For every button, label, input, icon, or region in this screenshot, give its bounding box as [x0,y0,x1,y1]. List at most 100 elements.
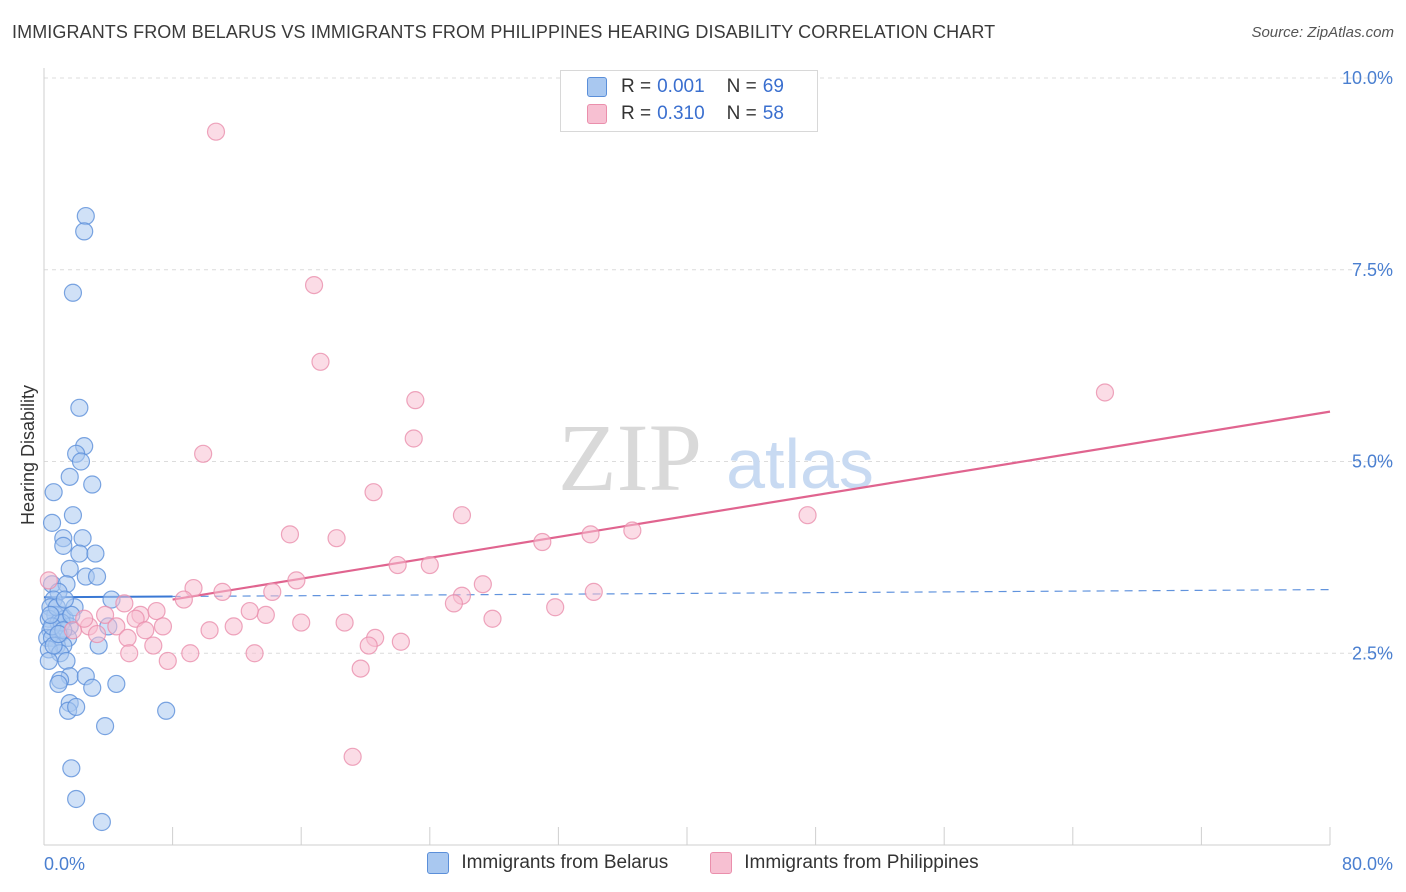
belarus-point [95,717,115,736]
philippines-point [200,621,219,640]
belarus-point [60,467,79,486]
belarus-point [71,452,91,471]
belarus-point [157,701,176,720]
philippines-point [420,555,439,575]
series-legend-philippines[interactable]: Immigrants from Philippines [710,852,979,874]
belarus-point [49,674,68,694]
philippines-point [546,598,565,617]
philippines-point [95,605,115,625]
tick-labels: 2.5% 5.0% 7.5% 10.0% 0.0% 80.0% [44,68,1393,874]
series-swatch-philippines [710,852,733,874]
belarus-point [87,567,107,586]
series-swatch-belarus [427,852,450,874]
philippines-point [280,525,300,544]
belarus-point [76,206,95,226]
belarus-point [54,536,73,555]
belarus-point [83,678,102,697]
philippines-point [206,122,226,141]
belarus-point [73,529,92,548]
philippines-point [75,609,94,628]
belarus-point [60,559,79,578]
philippines-point [584,582,603,601]
x-tick-label: 80.0% [1342,854,1393,874]
belarus-point [75,222,94,241]
legend-n-value-belarus: 69 [762,76,784,97]
watermark-zip: ZIP [558,404,702,511]
philippines-point [404,429,423,448]
series-legend: Immigrants from Belarus Immigrants from … [0,852,1406,874]
belarus-trend-extension [172,588,1331,598]
series-legend-belarus[interactable]: Immigrants from Belarus [427,852,668,874]
philippines-point [147,601,166,621]
belarus-point [107,674,126,694]
legend-r-value-belarus: 0.001 [657,76,705,97]
philippines-point [118,628,137,648]
belarus-point [63,283,83,302]
philippines-point [174,590,193,609]
chart-title: IMMIGRANTS FROM BELARUS VS IMMIGRANTS FR… [12,22,996,42]
legend-r-label: R = [621,76,652,97]
series-label-belarus: Immigrants from Belarus [461,852,669,873]
belarus-point [67,789,86,809]
philippines-point [452,506,472,525]
belarus-point [70,398,89,417]
philippines-point [483,609,502,628]
legend-row-belarus: R = 0.001 N = 69 [587,74,784,100]
belarus-point [39,651,58,671]
legend-row-philippines: R = 0.310 N = 58 [587,101,784,127]
belarus-point [83,475,102,494]
philippines-point [581,525,600,544]
legend-swatch-belarus [587,77,607,97]
y-tick-label: 10.0% [1342,68,1393,88]
y-tick-label: 5.0% [1352,452,1393,472]
legend-n-label: N = [726,103,757,124]
philippines-point [327,529,346,548]
belarus-point [86,544,105,563]
belarus-point [57,651,76,671]
series-label-philippines: Immigrants from Philippines [744,852,979,873]
philippines-point [406,391,425,410]
x-tick-label: 0.0% [44,854,85,874]
axes [43,68,1331,846]
philippines-point [533,532,552,552]
philippines-point [263,582,282,601]
watermark: ZIP atlas [558,404,874,511]
philippines-point [304,275,324,295]
philippines-point [115,594,134,613]
philippines-point [311,352,330,371]
philippines-trend-line [172,410,1331,601]
philippines-point [798,506,817,525]
belarus-point [44,483,63,502]
philippines-point [136,621,155,640]
data-points [38,122,1115,832]
grid-lines [44,77,1392,654]
philippines-point [256,605,275,625]
philippines-point [144,636,163,655]
philippines-point [1095,383,1115,402]
philippines-point [153,617,173,636]
philippines-point [343,747,362,766]
philippines-point [63,621,83,640]
belarus-point [41,605,60,625]
philippines-point [388,555,407,575]
belarus-point [42,513,62,532]
philippines-point [240,601,259,621]
philippines-point [335,613,354,632]
belarus-point [62,759,81,778]
philippines-point [158,651,177,671]
philippines-point [623,521,642,540]
philippines-point [473,575,492,594]
belarus-point [92,812,111,832]
y-axis-label: Hearing Disability [18,385,38,525]
philippines-point [224,617,243,636]
legend-swatch-philippines [587,104,607,124]
legend-n-label: N = [726,76,757,97]
y-tick-label: 7.5% [1352,260,1393,280]
philippines-point [351,659,370,678]
belarus-point [70,544,89,563]
philippines-point [87,624,107,644]
philippines-point [391,632,410,651]
philippines-point [181,644,200,663]
philippines-point [39,571,58,590]
